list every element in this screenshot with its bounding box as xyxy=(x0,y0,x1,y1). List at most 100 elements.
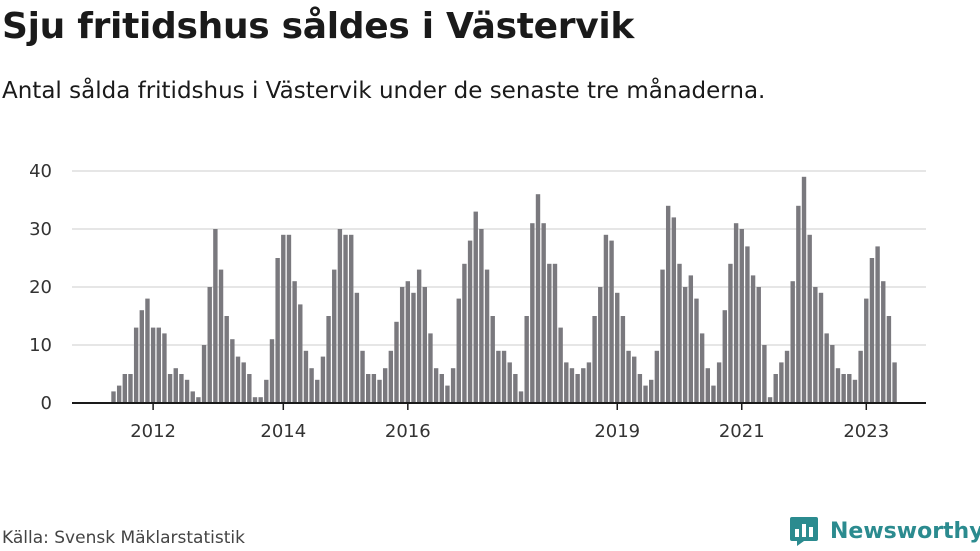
bar xyxy=(581,368,586,403)
bar xyxy=(416,269,422,403)
bar xyxy=(303,350,309,403)
bar xyxy=(779,362,784,403)
bar xyxy=(881,281,886,403)
bar xyxy=(184,379,190,403)
bar xyxy=(728,263,733,403)
bar xyxy=(626,350,631,403)
bar xyxy=(886,316,892,403)
bar xyxy=(835,368,841,403)
bar xyxy=(315,379,320,403)
y-tick-label: 40 xyxy=(29,161,52,182)
bar xyxy=(756,287,761,403)
bar xyxy=(547,263,552,403)
bar xyxy=(264,379,269,403)
bar xyxy=(354,292,360,403)
bar xyxy=(422,287,427,403)
bar xyxy=(111,391,116,403)
bar xyxy=(558,327,563,403)
bar xyxy=(733,223,739,403)
bar xyxy=(230,339,235,403)
x-tick-label: 2023 xyxy=(843,421,889,442)
bar xyxy=(665,205,671,403)
bar xyxy=(128,374,133,403)
bar xyxy=(139,310,144,403)
bar xyxy=(156,327,161,403)
bar xyxy=(739,229,744,403)
chart-title: Sju fritidshus såldes i Västervik xyxy=(2,6,635,47)
bar xyxy=(377,379,382,403)
axes: 0 10 20 30 40 7 2012 2014 2016 2019 2021 2023 xyxy=(29,0,926,442)
bar xyxy=(343,234,348,403)
bar xyxy=(286,234,292,403)
bar xyxy=(298,304,303,403)
bar xyxy=(858,350,863,403)
bar xyxy=(247,374,252,403)
y-tick-label: 10 xyxy=(29,335,52,356)
bar xyxy=(682,287,688,403)
bar xyxy=(456,298,461,403)
bar xyxy=(773,374,778,403)
bar xyxy=(869,258,875,403)
bar xyxy=(150,327,156,403)
bar xyxy=(722,310,727,403)
bar xyxy=(892,362,897,403)
bar xyxy=(784,350,790,403)
bar xyxy=(711,385,716,403)
bar xyxy=(637,374,643,403)
bars xyxy=(111,176,897,403)
bar xyxy=(258,397,263,403)
bar xyxy=(699,333,705,403)
bar xyxy=(235,356,241,403)
bar xyxy=(830,345,835,403)
bar xyxy=(541,223,546,403)
bar xyxy=(575,374,580,403)
bar xyxy=(796,205,801,403)
bar xyxy=(309,368,314,403)
bar xyxy=(360,350,365,403)
bar xyxy=(218,269,224,403)
bar xyxy=(677,263,682,403)
bar xyxy=(428,333,433,403)
bar xyxy=(269,339,275,403)
bar xyxy=(671,217,677,403)
bar xyxy=(366,374,371,403)
bar xyxy=(382,368,388,403)
bar xyxy=(292,281,297,403)
bar xyxy=(490,316,495,403)
bar xyxy=(224,316,229,403)
bar xyxy=(598,287,603,403)
bar xyxy=(394,321,399,403)
y-tick-label: 0 xyxy=(41,393,52,414)
bar xyxy=(445,385,450,403)
x-tick-label: 2012 xyxy=(130,421,176,442)
bar xyxy=(552,263,558,403)
bar xyxy=(281,234,286,403)
bar xyxy=(824,333,829,403)
bar xyxy=(190,391,195,403)
x-tick-label: 2016 xyxy=(385,421,431,442)
bar xyxy=(643,385,648,403)
bar xyxy=(801,176,807,403)
x-tick-label: 2021 xyxy=(719,421,765,442)
chart-subtitle: Antal sålda fritidshus i Västervik under… xyxy=(2,78,766,104)
bar xyxy=(320,356,326,403)
bar xyxy=(564,362,569,403)
bar xyxy=(501,350,507,403)
bar xyxy=(145,298,150,403)
brand-logo: Newsworthy xyxy=(788,514,980,548)
brand-name: Newsworthy xyxy=(830,518,980,544)
bar xyxy=(524,316,529,403)
bar-chart: 0 10 20 30 40 7 2012 2014 2016 2019 2021 2023 xyxy=(29,0,926,442)
bar xyxy=(847,374,852,403)
bar xyxy=(462,263,467,403)
bar xyxy=(167,374,173,403)
bar xyxy=(411,292,416,403)
bar xyxy=(716,362,722,403)
bar xyxy=(349,234,354,403)
bar xyxy=(179,374,184,403)
bar xyxy=(807,234,812,403)
bar xyxy=(660,269,665,403)
newsworthy-logo-icon xyxy=(790,517,818,546)
bar xyxy=(530,223,535,403)
bar xyxy=(241,362,246,403)
